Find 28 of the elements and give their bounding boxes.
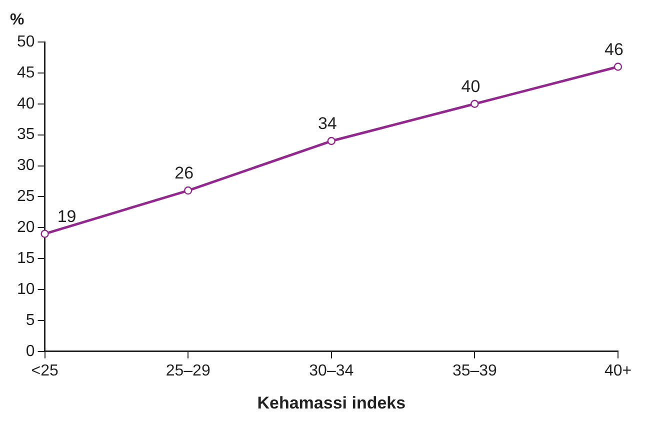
y-tick-label: 0 (26, 342, 35, 360)
x-tick-label: 35–39 (452, 362, 498, 380)
y-tick-label: 30 (17, 157, 35, 174)
data-label: 19 (57, 207, 76, 226)
data-label: 46 (604, 40, 624, 59)
y-tick-label: 5 (26, 312, 35, 329)
y-tick-label: 40 (17, 95, 35, 112)
y-tick-label: 20 (17, 219, 35, 236)
data-label: 34 (318, 114, 337, 134)
data-label: 40 (461, 77, 480, 96)
point (184, 186, 192, 195)
data-label: 26 (174, 164, 194, 183)
point (327, 136, 336, 146)
x-axis-title: Kehamassi indeks (257, 393, 406, 412)
y-tick-label: 35 (17, 126, 35, 144)
x-tick-label: 30–34 (309, 362, 354, 380)
point (40, 230, 49, 238)
y-tick-label: 45 (17, 64, 35, 82)
point (470, 100, 479, 108)
x-tick-label: 25–29 (166, 362, 210, 380)
point (614, 62, 622, 71)
y-tick-label: 15 (17, 250, 35, 267)
y-tick-label: 10 (17, 280, 35, 298)
x-tick-label: <25 (31, 362, 58, 380)
x-tick-label: 40+ (604, 362, 632, 380)
y-tick-label: 25 (17, 188, 35, 206)
y-tick-label: 50 (17, 33, 35, 50)
y-axis-title: % (10, 11, 24, 28)
